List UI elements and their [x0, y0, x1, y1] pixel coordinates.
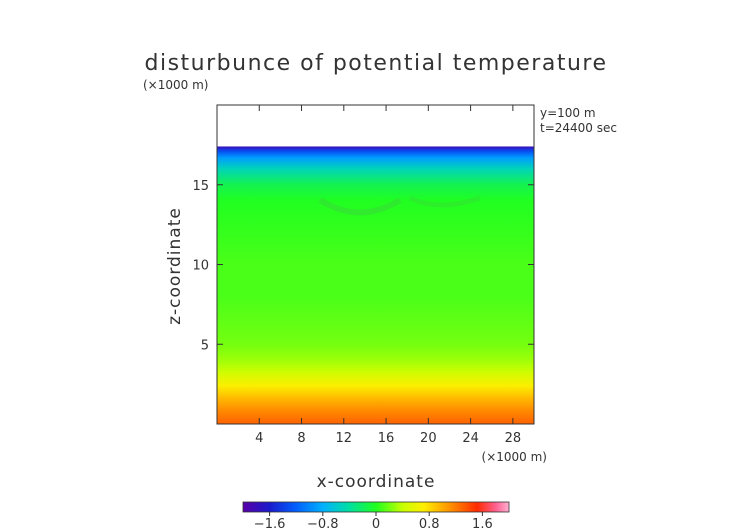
x-axis-ticks: 4 8 12 16 20 24 28 — [255, 105, 521, 446]
x-tick-label: 24 — [462, 431, 479, 446]
x-tick-label: 20 — [420, 431, 437, 446]
x-tick-label: 28 — [505, 431, 522, 446]
x-axis-label: x-coordinate — [317, 472, 436, 492]
y-tick-label: 15 — [192, 179, 209, 194]
colorbar-tick-label: −0.8 — [307, 517, 339, 532]
colorbar-tick-label: 0 — [372, 517, 380, 532]
contour-dip — [318, 197, 402, 216]
y-axis-label: z-coordinate — [165, 207, 185, 325]
x-tick-label: 12 — [336, 431, 353, 446]
x-tick-label: 8 — [297, 431, 305, 446]
colorbar — [242, 501, 510, 513]
contour-dip-2 — [408, 195, 481, 208]
heatmap-field — [217, 146, 534, 424]
y-tick-label: 10 — [192, 259, 209, 274]
colorbar-tick-label: −1.6 — [254, 517, 286, 532]
annotation-y: y=100 m — [540, 106, 596, 120]
colorbar-tick-label: 0.8 — [419, 517, 440, 532]
x-unit-label: (×1000 m) — [482, 450, 547, 464]
chart-title: disturbunce of potential temperature — [145, 51, 608, 76]
colorbar-ticks: −1.6 −0.8 0 0.8 1.6 — [254, 512, 493, 532]
x-tick-label: 16 — [378, 431, 395, 446]
heatmap-fill — [217, 146, 534, 424]
annotation-t: t=24400 sec — [540, 121, 617, 135]
y-unit-label: (×1000 m) — [143, 78, 208, 92]
colorbar-tick-label: 1.6 — [472, 517, 493, 532]
x-tick-label: 4 — [255, 431, 263, 446]
y-tick-label: 5 — [201, 338, 209, 353]
y-axis-ticks: 5 10 15 — [192, 179, 534, 353]
